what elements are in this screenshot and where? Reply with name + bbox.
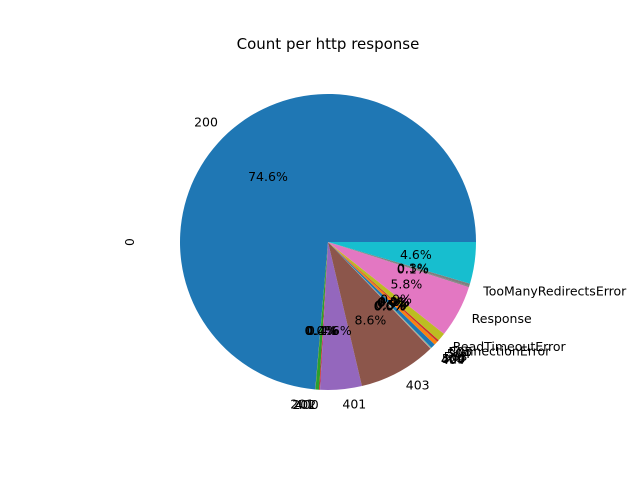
- pie-slice: [328, 242, 432, 349]
- slice-percent-label: 4.6%: [320, 323, 352, 338]
- slice-percent-label: 0.0%: [374, 298, 406, 313]
- pie-slice: [328, 242, 435, 348]
- slice-category-label: 429: [441, 351, 465, 366]
- slice-category-label: TooManyRedirectsError: [482, 284, 627, 299]
- pie-slice: [328, 242, 470, 288]
- pie-slice: [328, 242, 431, 387]
- slice-category-label: 202: [292, 397, 316, 412]
- slice-percent-label: 0.0%: [378, 294, 410, 309]
- slice-category-label: 400: [295, 397, 319, 412]
- slice-percent-label: 74.6%: [248, 169, 288, 184]
- pie-slice: [328, 242, 469, 334]
- slice-category-label: 200: [194, 115, 218, 130]
- pie-slice: [180, 94, 476, 390]
- slice-percent-label: 0.5%: [375, 297, 407, 312]
- slice-percent-label: 0.0%: [374, 299, 406, 314]
- slice-percent-label: 0.0%: [305, 323, 337, 338]
- slice-category-label: 500: [442, 351, 466, 366]
- pie-slice: [328, 242, 431, 349]
- slice-percent-label: 0.1%: [307, 323, 339, 338]
- slice-category-label: ConnectionError: [449, 343, 551, 358]
- slice-percent-label: 0.4%: [306, 323, 338, 338]
- pie-slice: [315, 242, 328, 390]
- pie-slices: [180, 94, 476, 390]
- pie-slice: [320, 242, 362, 390]
- slice-percent-label: 0.4%: [377, 295, 409, 310]
- slice-category-label: ReadTimeoutError: [453, 339, 567, 354]
- pie-slice: [328, 242, 439, 342]
- slice-percent-label: 0.0%: [374, 298, 406, 313]
- pie-slice: [328, 242, 476, 284]
- slice-category-label: 504: [447, 346, 471, 361]
- slice-category-label: 401: [342, 397, 366, 412]
- chart-title: Count per http response: [237, 35, 420, 53]
- slice-category-label: 503: [444, 349, 468, 364]
- slice-percent-label: 0.9%: [380, 292, 412, 307]
- pie-slice: [328, 242, 432, 349]
- pie-slice: [315, 242, 328, 390]
- slice-percent-label: 4.6%: [400, 247, 432, 262]
- y-axis-label: 0: [123, 238, 137, 246]
- slice-category-label: 409: [441, 352, 465, 367]
- slice-category-label: Response: [472, 311, 532, 326]
- slice-percent-label: 0.0%: [374, 298, 406, 313]
- slice-percent-label: 0.1%: [397, 261, 429, 276]
- pie-slice: [328, 242, 445, 341]
- slice-category-label: 201: [290, 397, 314, 412]
- pie-slice: [328, 242, 471, 287]
- pie-slice: [328, 242, 431, 349]
- slice-category-label: 505: [448, 344, 472, 359]
- slice-percent-label: 5.8%: [390, 276, 422, 291]
- slice-percent-label: 0.2%: [378, 294, 410, 309]
- pie-slice: [328, 242, 438, 342]
- pie-labels: 74.6% 200 0.0% 201 0.4% 202 0.1% 400 4.6% 401 8.6%…: [194, 115, 627, 413]
- slice-percent-label: 8.6%: [355, 313, 387, 328]
- slice-percent-label: 0.3%: [397, 260, 429, 275]
- pie-slice: [319, 242, 328, 390]
- pie-slice: [328, 242, 438, 345]
- slice-category-label: 404: [441, 352, 465, 367]
- slice-category-label: 403: [406, 378, 430, 393]
